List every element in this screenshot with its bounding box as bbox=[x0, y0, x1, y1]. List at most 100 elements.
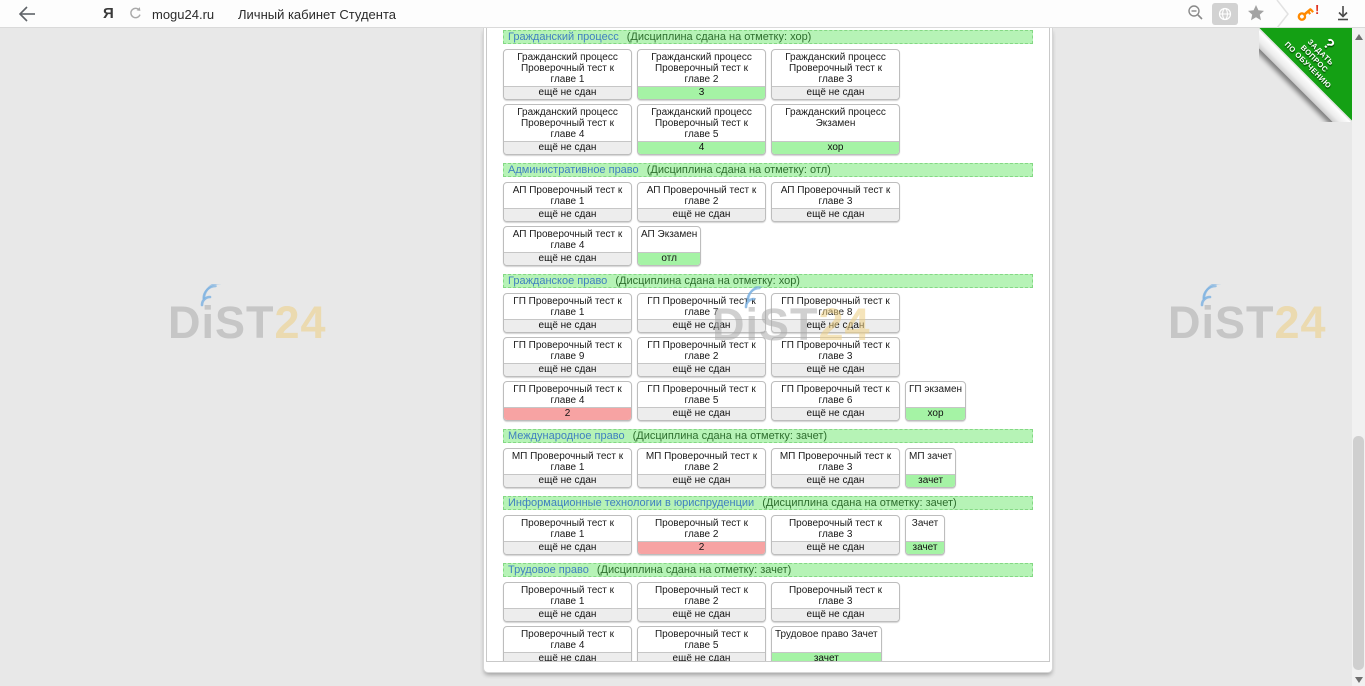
dist24-watermark: DiST24 bbox=[1168, 284, 1327, 349]
test-card[interactable]: МП Проверочный тест к главе 1 ещё не сда… bbox=[503, 448, 632, 488]
course-title-link[interactable]: Административное право bbox=[508, 164, 639, 176]
course-header: Международное право (Дисциплина сдана на… bbox=[503, 429, 1033, 443]
zoom-out-button[interactable] bbox=[1186, 3, 1206, 26]
test-card[interactable]: Гражданский процесс Проверочный тест к г… bbox=[503, 104, 632, 155]
test-card[interactable]: ГП Проверочный тест к главе 1 ещё не сда… bbox=[503, 293, 632, 333]
test-card[interactable]: ГП Проверочный тест к главе 2 ещё не сда… bbox=[637, 337, 766, 377]
card-status: ещё не сдан bbox=[772, 363, 899, 376]
section-cards: Проверочный тест к главе 1 ещё не сдан П… bbox=[503, 515, 1033, 555]
test-card[interactable]: Гражданский процесс Проверочный тест к г… bbox=[637, 49, 766, 100]
card-status: ещё не сдан bbox=[772, 407, 899, 420]
section-cards: Гражданский процесс Проверочный тест к г… bbox=[503, 49, 1033, 155]
page-scrollbar[interactable] bbox=[1352, 28, 1365, 686]
course-section: Международное право (Дисциплина сдана на… bbox=[503, 429, 1033, 488]
test-card[interactable]: Проверочный тест к главе 2 2 bbox=[637, 515, 766, 555]
addressbar-edge bbox=[1276, 0, 1289, 28]
test-card[interactable]: Проверочный тест к главе 4 ещё не сдан bbox=[503, 626, 632, 661]
card-status: ещё не сдан bbox=[504, 252, 631, 265]
card-title: АП Экзамен bbox=[641, 229, 698, 240]
course-title-link[interactable]: Гражданское право bbox=[508, 275, 608, 287]
test-card[interactable]: Проверочный тест к главе 3 ещё не сдан bbox=[771, 515, 900, 555]
test-card[interactable]: ГП Проверочный тест к главе 4 2 bbox=[503, 381, 632, 421]
card-title: ГП Проверочный тест к главе 3 bbox=[781, 340, 890, 362]
scrollbar-thumb[interactable] bbox=[1353, 435, 1364, 670]
scrollbar-up-arrow[interactable] bbox=[1352, 30, 1365, 44]
test-card[interactable]: Гражданский процесс Экзамен хор bbox=[771, 104, 900, 155]
section-cards: Проверочный тест к главе 1 ещё не сдан П… bbox=[503, 582, 1033, 661]
scrollbar-down-arrow[interactable] bbox=[1352, 672, 1365, 686]
course-remark: (Дисциплина сдана на отметку: зачет) bbox=[632, 430, 828, 442]
test-card[interactable]: ГП экзамен хор bbox=[905, 381, 967, 421]
card-status: ещё не сдан bbox=[638, 608, 765, 621]
test-card[interactable]: ГП Проверочный тест к главе 5 ещё не сда… bbox=[637, 381, 766, 421]
card-status: ещё не сдан bbox=[504, 652, 631, 661]
test-card[interactable]: Проверочный тест к главе 2 ещё не сдан bbox=[637, 582, 766, 622]
test-card[interactable]: АП Проверочный тест к главе 2 ещё не сда… bbox=[637, 182, 766, 222]
card-status: ещё не сдан bbox=[638, 652, 765, 661]
test-card[interactable]: ГП Проверочный тест к главе 6 ещё не сда… bbox=[771, 381, 900, 421]
course-section: Гражданское право (Дисциплина сдана на о… bbox=[503, 274, 1033, 421]
test-card[interactable]: АП Экзамен отл bbox=[637, 226, 702, 266]
card-status: ещё не сдан bbox=[772, 86, 899, 99]
test-card[interactable]: АП Проверочный тест к главе 3 ещё не сда… bbox=[771, 182, 900, 222]
globe-icon bbox=[1218, 7, 1232, 21]
card-title: МП Проверочный тест к главе 1 bbox=[511, 451, 624, 473]
card-status: ещё не сдан bbox=[638, 208, 765, 221]
test-card[interactable]: МП зачет зачет bbox=[905, 448, 957, 488]
test-card[interactable]: ГП Проверочный тест к главе 8 ещё не сда… bbox=[771, 293, 900, 333]
downloads-button[interactable] bbox=[1334, 3, 1352, 26]
card-title: Гражданский процесс Проверочный тест к г… bbox=[517, 52, 618, 85]
course-header: Гражданское право (Дисциплина сдана на о… bbox=[503, 274, 1033, 288]
card-status: 4 bbox=[638, 141, 765, 154]
course-remark: (Дисциплина сдана на отметку: хор) bbox=[626, 31, 812, 43]
card-title: ГП Проверочный тест к главе 8 bbox=[781, 296, 890, 318]
test-card[interactable]: Гражданский процесс Проверочный тест к г… bbox=[503, 49, 632, 100]
dist24-watermark: DiST24 bbox=[168, 284, 327, 349]
test-card[interactable]: ГП Проверочный тест к главе 7 ещё не сда… bbox=[637, 293, 766, 333]
card-title: МП Проверочный тест к главе 2 bbox=[645, 451, 758, 473]
course-title-link[interactable]: Международное право bbox=[508, 430, 625, 442]
course-section: Административное право (Дисциплина сдана… bbox=[503, 163, 1033, 266]
test-card[interactable]: Гражданский процесс Проверочный тест к г… bbox=[637, 104, 766, 155]
test-card[interactable]: Проверочный тест к главе 1 ещё не сдан bbox=[503, 582, 632, 622]
card-title: Проверочный тест к главе 5 bbox=[654, 629, 749, 651]
yandex-logo[interactable]: Я bbox=[103, 5, 114, 22]
back-button[interactable] bbox=[16, 4, 38, 24]
test-card[interactable]: Зачет зачет bbox=[905, 515, 945, 555]
reload-button[interactable] bbox=[128, 6, 143, 26]
test-card[interactable]: Проверочный тест к главе 3 ещё не сдан bbox=[771, 582, 900, 622]
card-status: зачет bbox=[772, 652, 881, 661]
translate-button[interactable] bbox=[1212, 3, 1238, 25]
test-card[interactable]: Гражданский процесс Проверочный тест к г… bbox=[771, 49, 900, 100]
test-card[interactable]: Проверочный тест к главе 5 ещё не сдан bbox=[637, 626, 766, 661]
card-title: Проверочный тест к главе 1 bbox=[520, 518, 615, 540]
course-section: Трудовое право (Дисциплина сдана на отме… bbox=[503, 563, 1033, 661]
test-card[interactable]: Проверочный тест к главе 1 ещё не сдан bbox=[503, 515, 632, 555]
ribbon-triangle bbox=[1259, 28, 1353, 122]
watermark-accent: 24 bbox=[274, 297, 327, 348]
test-card[interactable]: АП Проверочный тест к главе 1 ещё не сда… bbox=[503, 182, 632, 222]
grades-table: Гражданский процесс (Дисциплина сдана на… bbox=[486, 27, 1050, 662]
course-title-link[interactable]: Гражданский процесс bbox=[508, 31, 619, 43]
password-manager-button[interactable]: ! bbox=[1296, 2, 1322, 28]
card-title: Гражданский процесс Проверочный тест к г… bbox=[651, 107, 752, 140]
bookmark-button[interactable] bbox=[1246, 3, 1266, 26]
test-card[interactable]: МП Проверочный тест к главе 2 ещё не сда… bbox=[637, 448, 766, 488]
card-title: Проверочный тест к главе 2 bbox=[654, 518, 749, 540]
signal-arcs-icon bbox=[1200, 284, 1222, 307]
address-bar-url[interactable]: mogu24.ru bbox=[152, 7, 215, 22]
ask-question-ribbon[interactable]: ? ЗАДАТЬ ВОПРОС ПО ОБУЧЕНИЮ bbox=[1259, 28, 1353, 122]
test-card[interactable]: ГП Проверочный тест к главе 3 ещё не сда… bbox=[771, 337, 900, 377]
test-card[interactable]: МП Проверочный тест к главе 3 ещё не сда… bbox=[771, 448, 900, 488]
magnifier-minus-icon bbox=[1188, 5, 1203, 20]
test-card[interactable]: АП Проверочный тест к главе 4 ещё не сда… bbox=[503, 226, 632, 266]
card-title: МП Проверочный тест к главе 3 bbox=[779, 451, 892, 473]
test-card[interactable]: ГП Проверочный тест к главе 9 ещё не сда… bbox=[503, 337, 632, 377]
course-section: Гражданский процесс (Дисциплина сдана на… bbox=[503, 30, 1033, 155]
course-title-link[interactable]: Трудовое право bbox=[508, 564, 589, 576]
watermark-main: DiST bbox=[168, 297, 275, 348]
course-title-link[interactable]: Информационные технологии в юриспруденци… bbox=[508, 497, 755, 509]
test-card[interactable]: Трудовое право Зачет зачет bbox=[771, 626, 882, 661]
card-status: зачет bbox=[906, 541, 944, 554]
